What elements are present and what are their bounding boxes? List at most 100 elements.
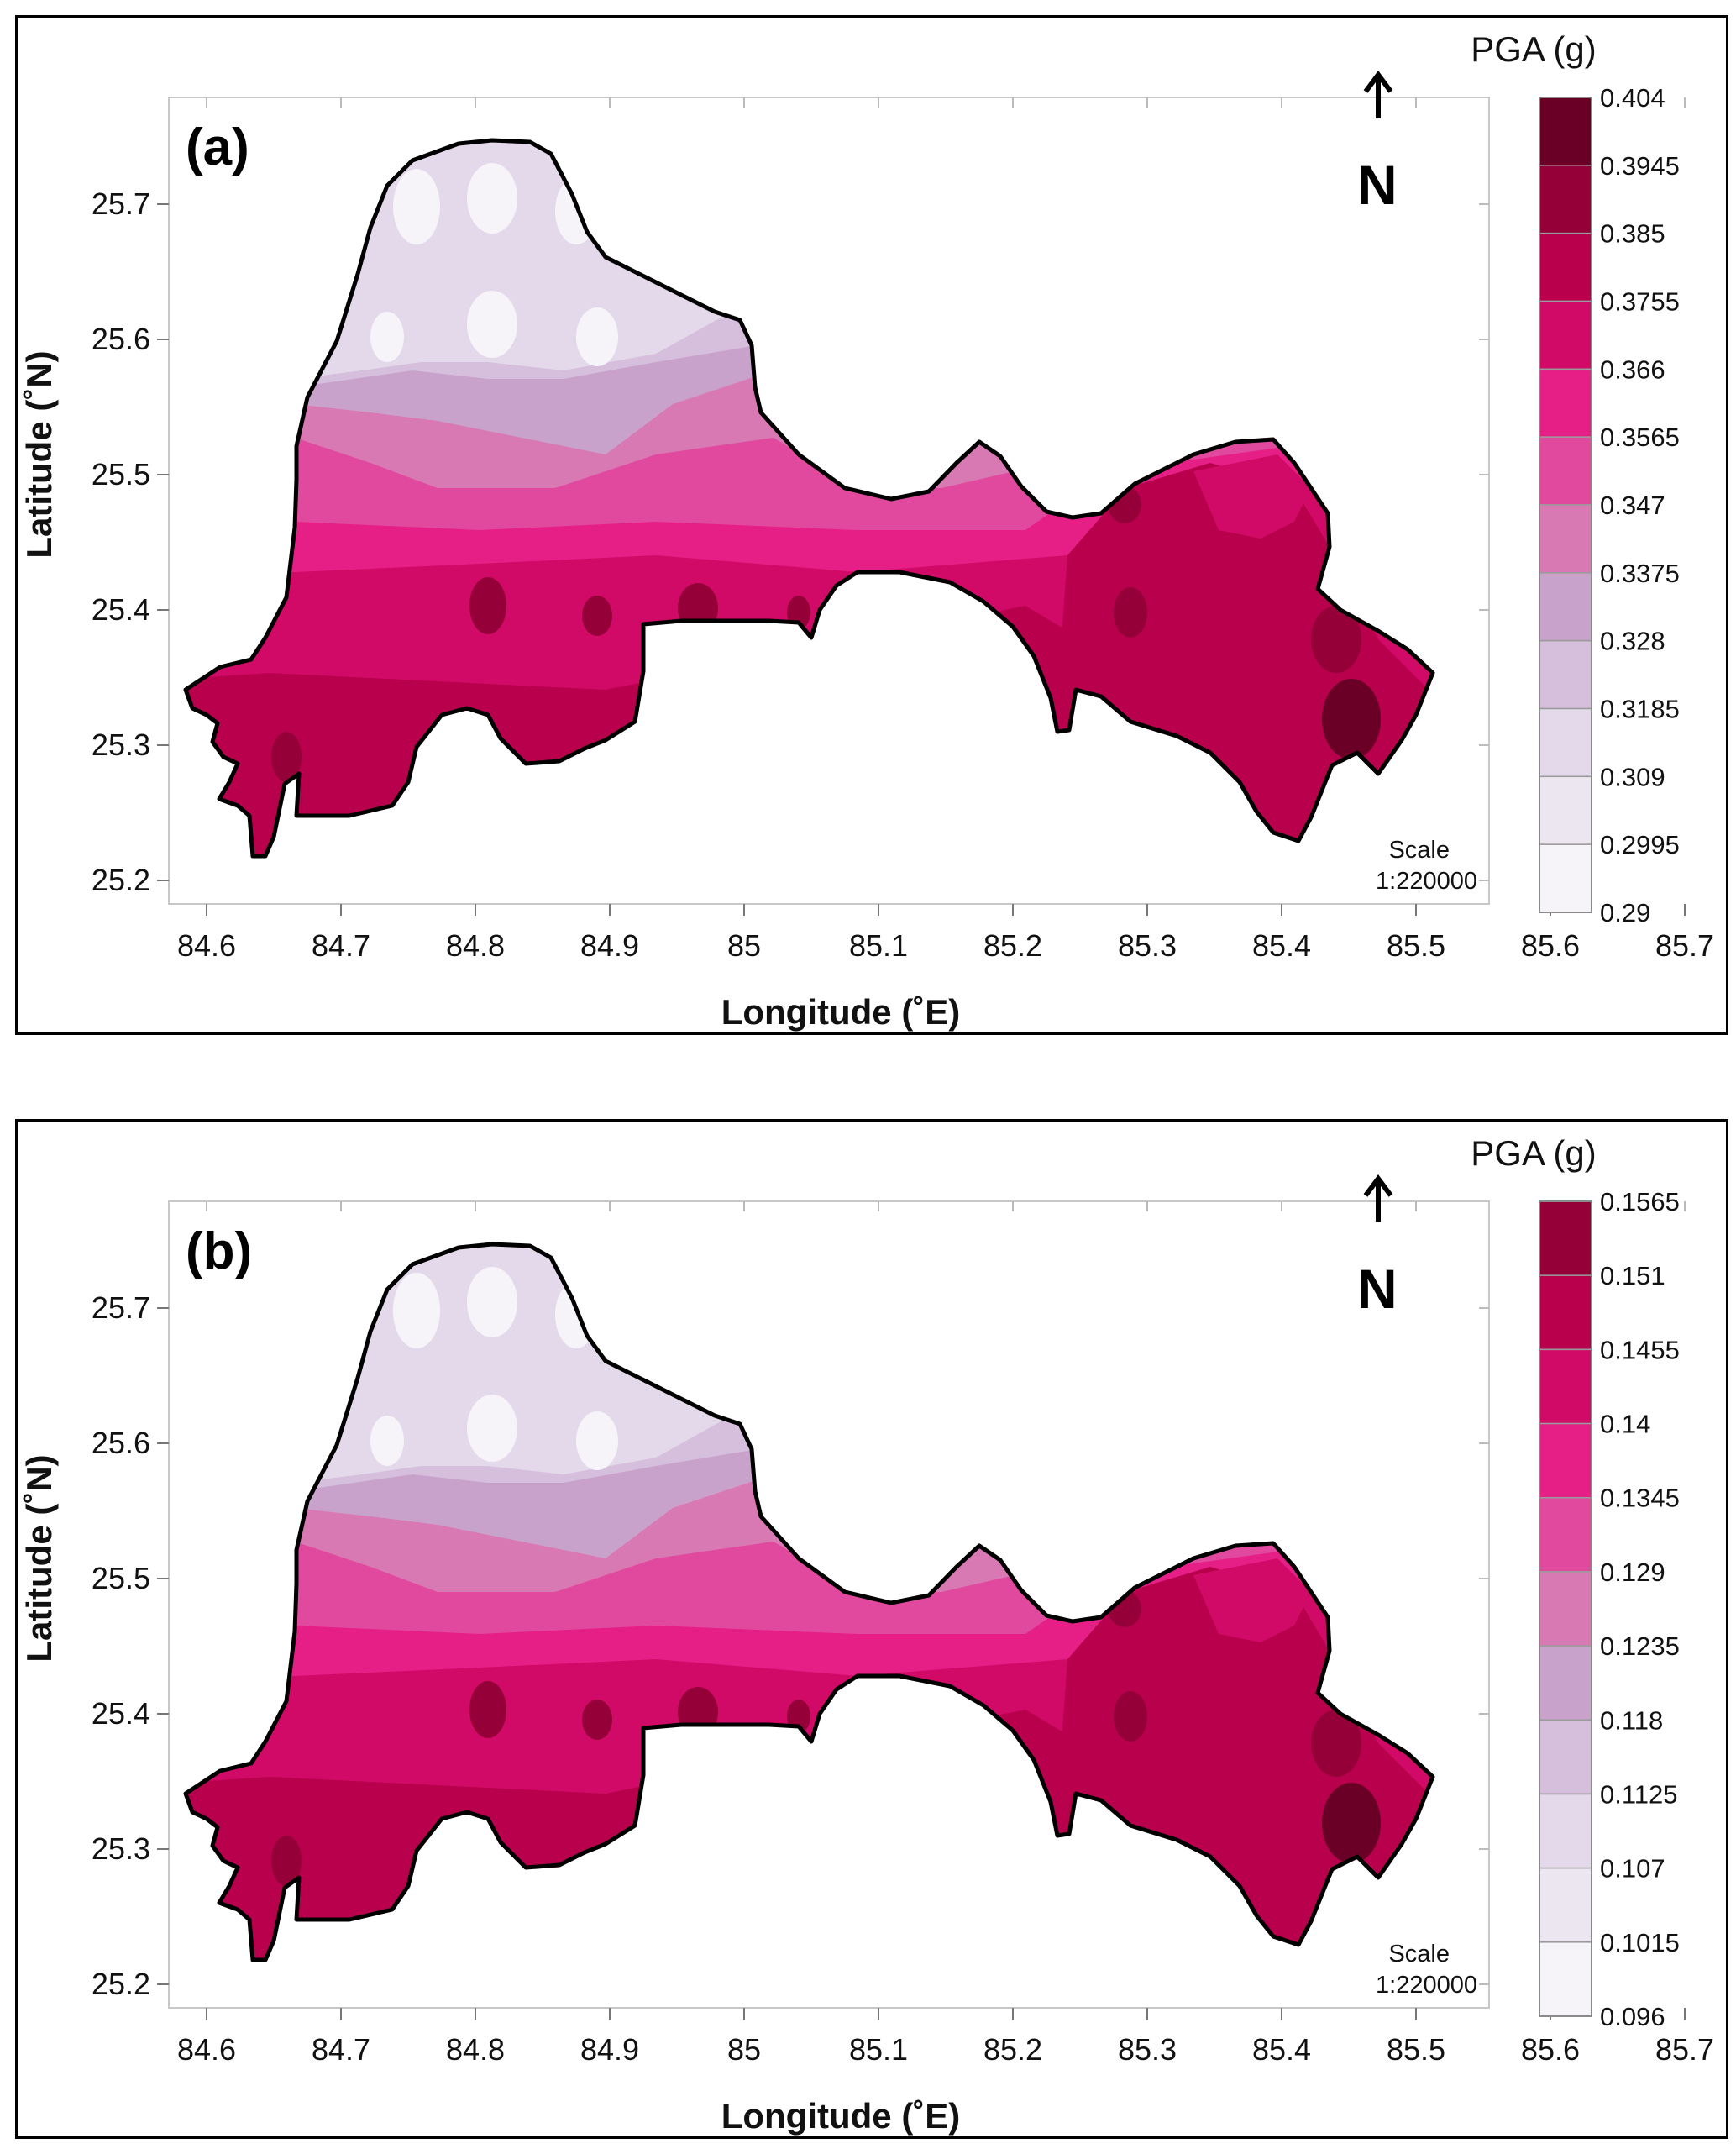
x-tick-label: 85.4 [1252,2032,1311,2067]
contour-zone [1193,454,1311,538]
legend-swatch [1539,300,1592,370]
contour-spot [271,732,302,782]
legend-swatch [1539,97,1592,166]
contour-spot [1311,606,1361,673]
plot-axes: 84.6 84.7 84.8 84.9 85 85.1 85.2 85.3 85.4 85.5 85… [92,97,1714,963]
y-tick-label: 25.4 [92,592,150,627]
plot-frame [168,97,1490,905]
x-tick-label: 85.2 [983,2032,1042,2067]
legend-swatch [1539,1793,1592,1869]
legend-frame [1539,1200,1592,2017]
legend-swatch [1539,1867,1592,1943]
plot-frame [168,1200,1490,2009]
legend-break-label: 0.309 [1600,762,1665,791]
map-svg-a: 84.6 84.7 84.8 84.9 85 85.1 85.2 85.3 85.4 85.5 85… [19,29,1714,1032]
contour-spot [678,583,718,633]
x-tick-label: 84.7 [312,2032,370,2067]
legend-break-label: 0.118 [1600,1705,1663,1735]
legend-break-label: 0.1235 [1600,1631,1680,1661]
contour-spot [393,169,440,244]
contour-spot [469,577,506,634]
legend-swatch [1539,232,1592,302]
legend-swatch [1539,639,1592,710]
contour-spot [1114,1691,1147,1742]
legend-break-label: 0.129 [1600,1558,1665,1587]
x-tick-label: 85.1 [849,928,908,963]
legend-swatch [1539,436,1592,506]
scale-label: Scale [1388,1941,1450,1967]
contour-spot [576,1411,618,1470]
legend-swatch [1539,504,1592,574]
contour-spot [370,312,404,362]
legend-swatch [1539,843,1592,913]
legend-swatch [1539,1571,1592,1647]
legend-break-label: 0.3755 [1600,287,1680,317]
contour-spot [393,1273,440,1348]
legend-swatch [1539,1941,1592,2017]
contour-spot [576,307,618,366]
y-axis-title: Latitude (˚N) [19,1454,59,1662]
pga-legend: 0.1565 0.151 0.1455 0.14 0.1345 0.129 0.1235 0.… [1539,1187,1680,2031]
north-arrow-icon: N [1357,1174,1398,1320]
scale-value: 1:220000 [1376,1972,1477,1999]
legend-break-label: 0.366 [1600,355,1665,384]
map-svg-b: 84.6 84.7 84.8 84.9 85 85.1 85.2 85.3 85.4 85.5 85… [19,1133,1714,2136]
legend-break-label: 0.1015 [1600,1928,1680,1957]
legend-swatch [1539,1200,1592,1276]
x-tick-label: 84.8 [446,928,505,963]
x-tick-label: 85.6 [1521,2032,1580,2067]
legend-swatch [1539,1274,1592,1351]
contour-spot [370,1416,404,1466]
y-tick-label: 25.7 [92,1290,150,1325]
y-tick-label: 25.3 [92,728,150,762]
legend-swatch [1539,707,1592,778]
legend-frame [1539,97,1592,913]
contour-spot [467,1267,517,1337]
legend-swatch [1539,1645,1592,1721]
panel-label: (b) [186,1222,252,1280]
x-tick-label: 85.6 [1521,928,1580,963]
pga-legend: 0.404 0.3945 0.385 0.3755 0.366 0.3565 0.347 0.… [1539,83,1680,927]
pga-contour-map [183,1242,1435,1962]
map-panel-b: 84.6 84.7 84.8 84.9 85 85.1 85.2 85.3 85.4 85.5 85… [15,1119,1728,2139]
contour-zone [1193,1558,1311,1642]
x-tick-label: 85.3 [1118,928,1177,963]
north-arrow-icon: N [1357,71,1398,216]
scale-value: 1:220000 [1376,868,1477,895]
x-axis-title: Longitude (˚E) [721,992,961,1032]
contour-spot [467,291,517,358]
scale-label: Scale [1388,837,1450,864]
x-tick-label: 85.7 [1655,928,1714,963]
legend-break-label: 0.29 [1600,898,1650,927]
legend-swatch [1539,1348,1592,1425]
contour-spot [1311,1710,1361,1777]
legend-break-label: 0.107 [1600,1854,1665,1883]
contour-spot [582,1700,612,1740]
y-tick-label: 25.5 [92,1561,150,1595]
legend-swatch [1539,775,1592,845]
legend-break-label: 0.3375 [1600,559,1680,588]
contour-spot [1322,1783,1381,1863]
y-tick-label: 25.3 [92,1831,150,1866]
north-label: N [1357,154,1398,216]
region-boundary [183,138,1435,859]
x-tick-label: 85.3 [1118,2032,1177,2067]
y-tick-label: 25.4 [92,1696,150,1731]
contour-zone [186,1244,1361,1592]
contour-spot [467,163,517,234]
region-boundary [183,1242,1435,1962]
y-tick-label: 25.6 [92,1426,150,1460]
y-tick-label: 25.2 [92,1967,150,2001]
pga-contour-map [183,138,1435,859]
legend-break-label: 0.3185 [1600,695,1680,724]
panel-label: (a) [186,118,249,176]
legend-break-label: 0.347 [1600,491,1665,520]
contour-spot [582,596,612,636]
x-tick-label: 85.4 [1252,928,1311,963]
legend-swatch [1539,1719,1592,1795]
legend-break-label: 0.3565 [1600,423,1680,452]
legend-break-label: 0.3945 [1600,151,1680,181]
legend-break-label: 0.2995 [1600,830,1680,859]
plot-axes: 84.6 84.7 84.8 84.9 85 85.1 85.2 85.3 85.4 85.5 85… [92,1200,1714,2067]
legend-break-label: 0.385 [1600,219,1665,249]
